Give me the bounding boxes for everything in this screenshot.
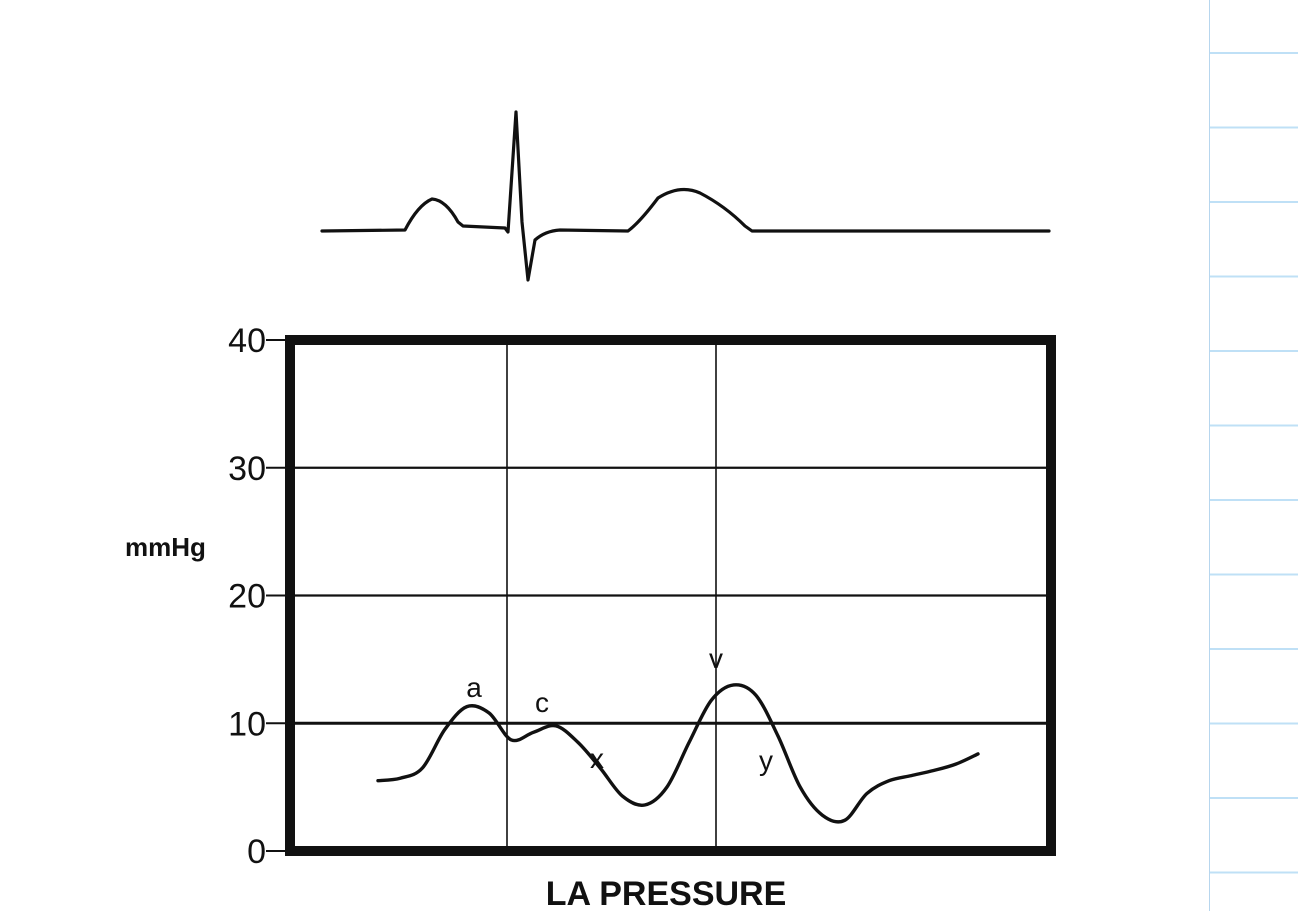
- y-axis-label: mmHg: [125, 532, 206, 562]
- gridlines: [290, 340, 1051, 851]
- annotation-v: v: [709, 643, 723, 674]
- y-tick-label-0: 0: [247, 833, 266, 871]
- annotation-c: c: [535, 687, 549, 718]
- y-tick-label-10: 10: [228, 705, 266, 743]
- y-tick-label-40: 40: [228, 322, 266, 360]
- y-tick-label-30: 30: [228, 450, 266, 488]
- x-axis-label: LA PRESSURE: [546, 875, 787, 911]
- annotation-x: x: [590, 743, 604, 774]
- annotation-y: y: [759, 745, 773, 776]
- notebook-lined-strip: [1209, 0, 1298, 911]
- pressure-curve: [376, 683, 980, 824]
- annotation-a: a: [466, 672, 482, 703]
- ecg-trace: [320, 110, 1051, 282]
- y-tick-label-20: 20: [228, 578, 266, 616]
- y-axis-ticks: 0 10 20 30 40: [228, 322, 290, 871]
- wave-annotations: a c x v y: [466, 643, 773, 776]
